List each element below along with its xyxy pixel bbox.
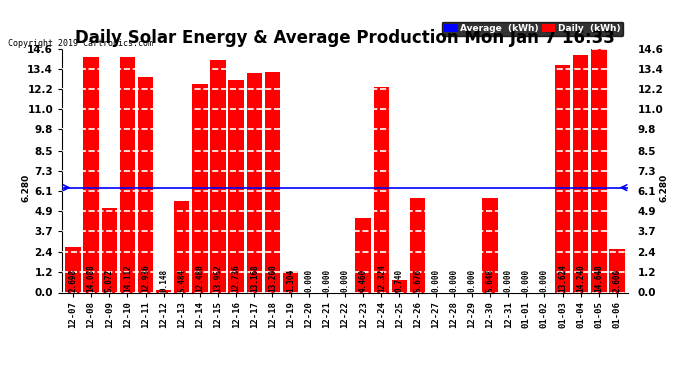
Bar	[373, 87, 389, 292]
Legend: Average  (kWh), Daily  (kWh): Average (kWh), Daily (kWh)	[442, 22, 623, 36]
Text: 0.000: 0.000	[504, 268, 513, 292]
Text: 13.200: 13.200	[268, 264, 277, 292]
Text: 0.000: 0.000	[322, 268, 331, 292]
Bar	[138, 76, 153, 292]
Bar	[119, 57, 135, 292]
Text: 14.088: 14.088	[87, 264, 96, 292]
Bar	[193, 84, 208, 292]
Text: 0.000: 0.000	[540, 268, 549, 292]
Text: 2.600: 2.600	[613, 268, 622, 292]
Bar	[482, 198, 497, 292]
Text: 5.484: 5.484	[177, 268, 186, 292]
Text: 14.112: 14.112	[123, 264, 132, 292]
Text: 6.280: 6.280	[22, 174, 31, 202]
Text: 2.698: 2.698	[68, 268, 77, 292]
Text: 5.676: 5.676	[413, 268, 422, 292]
Text: 5.648: 5.648	[486, 268, 495, 292]
Title: Daily Solar Energy & Average Production Mon Jan 7 16:33: Daily Solar Energy & Average Production …	[75, 29, 615, 47]
Text: 1.304: 1.304	[286, 268, 295, 292]
Bar	[573, 55, 589, 292]
Text: 0.000: 0.000	[449, 268, 458, 292]
Bar	[228, 80, 244, 292]
Bar	[246, 73, 262, 292]
Text: 12.736: 12.736	[232, 264, 241, 292]
Bar	[174, 201, 190, 292]
Text: 0.000: 0.000	[304, 268, 313, 292]
Text: 12.936: 12.936	[141, 264, 150, 292]
Text: 0.148: 0.148	[159, 268, 168, 292]
Text: 0.000: 0.000	[467, 268, 476, 292]
Text: 12.324: 12.324	[377, 264, 386, 292]
Bar	[101, 208, 117, 292]
Bar	[210, 60, 226, 292]
Bar	[66, 248, 81, 292]
Bar	[83, 57, 99, 292]
Bar	[591, 48, 607, 292]
Text: 12.480: 12.480	[195, 264, 204, 292]
Bar	[355, 218, 371, 292]
Text: 13.168: 13.168	[250, 264, 259, 292]
Text: 0.000: 0.000	[431, 268, 440, 292]
Text: 0.740: 0.740	[395, 268, 404, 292]
Bar	[283, 271, 298, 292]
Bar	[555, 65, 571, 292]
Text: 13.952: 13.952	[214, 264, 223, 292]
Text: Copyright 2019 Cartronics.com: Copyright 2019 Cartronics.com	[8, 39, 153, 48]
Text: 0.000: 0.000	[522, 268, 531, 292]
Text: 6.280: 6.280	[659, 174, 668, 202]
Text: 4.460: 4.460	[359, 268, 368, 292]
Bar	[156, 290, 171, 292]
Text: 13.624: 13.624	[558, 264, 567, 292]
Bar	[265, 72, 280, 292]
Text: 14.240: 14.240	[576, 264, 585, 292]
Bar	[609, 249, 624, 292]
Text: 14.648: 14.648	[594, 264, 603, 292]
Bar	[392, 280, 407, 292]
Text: 0.000: 0.000	[340, 268, 350, 292]
Text: 5.072: 5.072	[105, 268, 114, 292]
Bar	[410, 198, 425, 292]
